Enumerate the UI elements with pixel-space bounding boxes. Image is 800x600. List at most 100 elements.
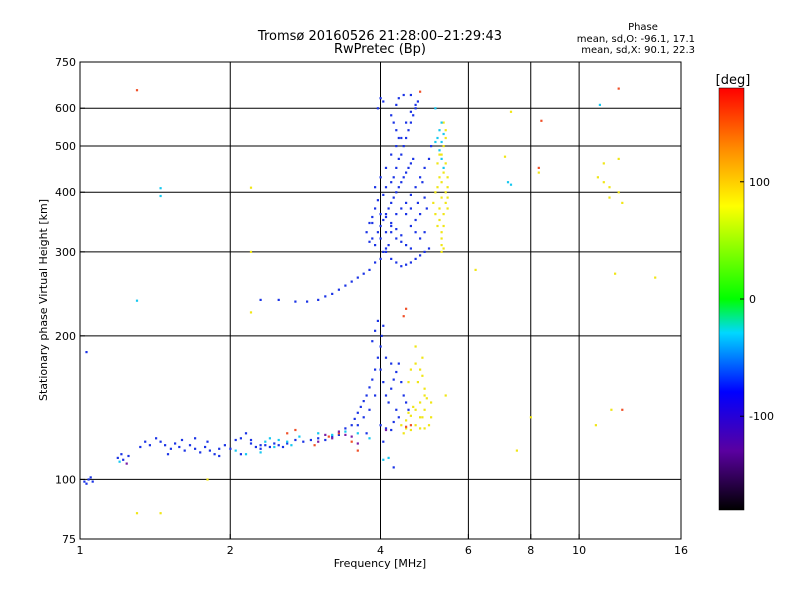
data-point <box>353 417 356 420</box>
data-point <box>400 136 403 140</box>
data-point <box>430 145 433 148</box>
data-point <box>419 237 422 240</box>
data-point <box>392 466 395 469</box>
data-point <box>384 215 388 219</box>
data-point <box>382 381 385 384</box>
data-point <box>442 166 445 169</box>
data-point <box>414 408 417 411</box>
data-point <box>382 218 385 222</box>
data-point <box>371 378 374 381</box>
data-point <box>374 394 377 397</box>
data-point <box>356 449 359 452</box>
data-point <box>356 411 359 414</box>
data-point <box>390 231 393 234</box>
y-tick-label: 300 <box>55 246 76 259</box>
data-point <box>407 129 410 132</box>
y-tick-label: 100 <box>55 473 76 486</box>
data-point <box>440 157 443 160</box>
data-point <box>405 425 408 428</box>
data-point <box>273 445 276 449</box>
data-point <box>350 440 353 443</box>
data-point <box>400 207 403 210</box>
data-point <box>249 250 253 253</box>
data-point <box>440 181 443 184</box>
data-point <box>264 444 267 447</box>
data-point <box>621 408 624 411</box>
data-point <box>218 454 221 458</box>
data-point <box>379 257 382 260</box>
data-point <box>376 356 379 359</box>
data-point <box>409 121 412 124</box>
data-point <box>414 345 417 348</box>
data-point <box>85 482 88 485</box>
data-point <box>405 244 408 247</box>
data-point <box>374 186 377 189</box>
data-point <box>392 196 395 199</box>
data-point <box>442 224 445 228</box>
data-point <box>390 201 393 204</box>
colorbar-ticks: 100 0 -100 <box>740 176 774 423</box>
data-point <box>365 432 368 435</box>
data-point <box>405 307 408 310</box>
data-point <box>409 110 412 113</box>
x-tick-label: 10 <box>572 544 586 557</box>
data-point <box>244 432 248 435</box>
data-point <box>509 110 513 113</box>
data-point <box>419 368 422 371</box>
data-point <box>234 438 237 442</box>
data-point <box>122 458 125 461</box>
data-point <box>379 213 382 216</box>
data-point <box>324 295 327 298</box>
data-point <box>608 186 611 189</box>
data-point <box>474 268 477 271</box>
data-point <box>430 401 433 404</box>
data-point <box>286 440 289 443</box>
point-series <box>125 428 388 465</box>
data-point <box>409 428 412 432</box>
data-point <box>617 157 620 160</box>
data-point <box>392 420 395 424</box>
data-point <box>405 427 408 430</box>
data-point <box>446 196 449 199</box>
colorbar-gradient <box>718 87 745 511</box>
data-point <box>174 442 177 445</box>
data-point <box>127 454 130 458</box>
data-point <box>294 438 297 442</box>
data-point <box>436 186 439 189</box>
data-point <box>423 408 426 411</box>
data-point <box>159 440 162 443</box>
data-point <box>379 97 382 100</box>
data-point <box>400 181 403 184</box>
data-point <box>368 240 371 243</box>
data-point <box>337 433 340 436</box>
data-point <box>374 244 377 247</box>
data-point <box>239 437 242 440</box>
data-point <box>405 263 408 266</box>
data-point <box>397 136 400 140</box>
data-point <box>277 438 280 442</box>
data-point <box>337 288 340 291</box>
data-point <box>183 449 186 452</box>
data-point <box>400 265 403 268</box>
data-point <box>440 140 443 144</box>
data-point <box>365 394 368 397</box>
chart-subtitle: RwPretec (Bp) <box>334 42 426 57</box>
data-point <box>83 480 86 483</box>
data-point <box>306 300 309 303</box>
data-point <box>444 394 447 397</box>
data-point <box>382 458 385 461</box>
data-point <box>405 419 408 422</box>
data-point <box>407 408 410 411</box>
data-point <box>395 228 398 231</box>
data-point <box>135 299 139 302</box>
data-point <box>419 416 422 419</box>
data-point <box>444 129 447 132</box>
data-point <box>281 445 285 449</box>
data-point <box>188 444 192 447</box>
data-point <box>387 456 390 459</box>
point-series <box>135 87 624 452</box>
data-point <box>402 432 405 435</box>
data-point <box>602 162 605 165</box>
data-point <box>368 221 371 225</box>
data-point <box>298 435 301 438</box>
